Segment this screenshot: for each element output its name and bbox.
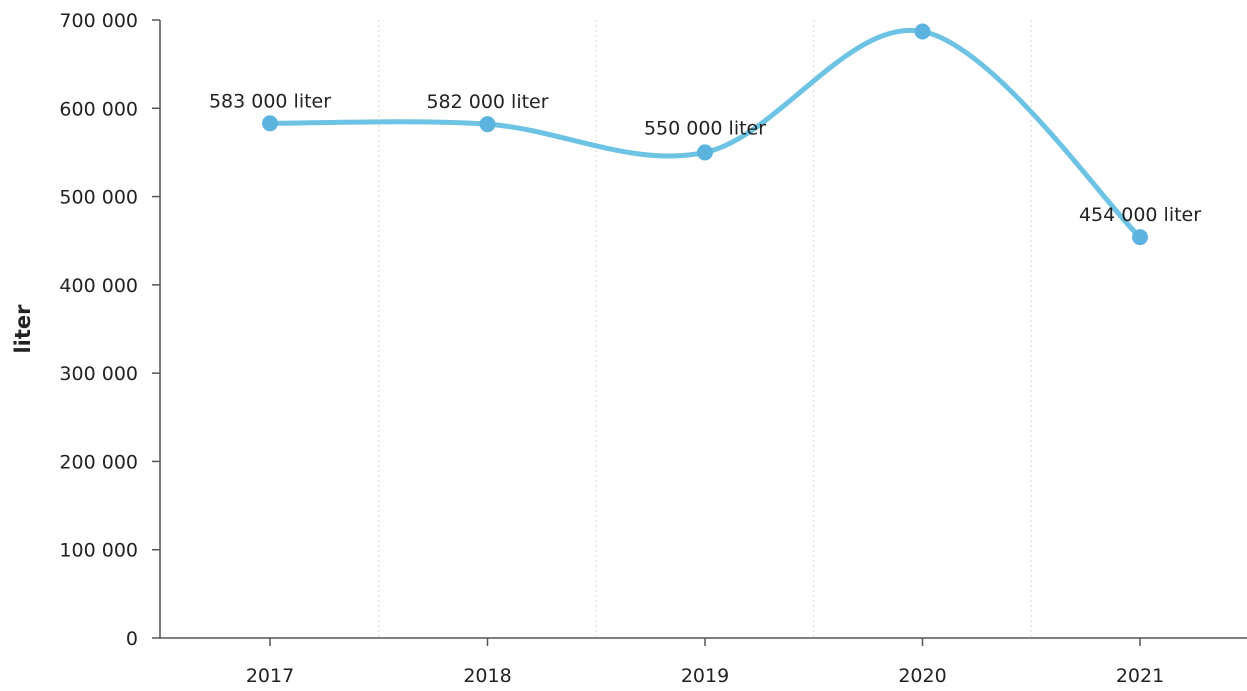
axes bbox=[159, 20, 1247, 639]
series-line bbox=[267, 27, 1143, 240]
data-label: 583 000 liter bbox=[209, 90, 331, 112]
x-axis-ticks: 2017 2018 2019 2020 2021 bbox=[246, 638, 1164, 687]
y-axis-ticks: 0 100 000 200 000 300 000 400 000 500 000 600 … bbox=[59, 10, 160, 650]
x-tick-label: 2019 bbox=[681, 665, 729, 687]
y-tick-label: 700 000 bbox=[59, 10, 138, 32]
data-labels: 583 000 liter 582 000 liter 550 000 liter 4… bbox=[209, 90, 1201, 226]
data-point[interactable] bbox=[479, 116, 496, 133]
y-tick-label: 0 bbox=[126, 628, 138, 650]
y-tick-label: 200 000 bbox=[59, 451, 138, 473]
y-tick-label: 100 000 bbox=[59, 540, 138, 562]
y-axis-title: liter bbox=[11, 304, 35, 354]
x-tick-label: 2021 bbox=[1116, 665, 1164, 687]
x-tick-label: 2017 bbox=[246, 665, 294, 687]
y-tick-label: 600 000 bbox=[59, 98, 138, 120]
data-point[interactable] bbox=[697, 144, 713, 161]
data-label: 582 000 liter bbox=[426, 91, 548, 113]
data-point[interactable] bbox=[914, 23, 931, 40]
y-tick-label: 400 000 bbox=[59, 275, 138, 297]
x-tick-label: 2020 bbox=[898, 665, 946, 687]
x-tick-label: 2018 bbox=[463, 665, 511, 687]
y-tick-label: 500 000 bbox=[59, 187, 138, 209]
series-group bbox=[262, 23, 1148, 246]
y-tick-label: 300 000 bbox=[59, 363, 138, 385]
data-label: 454 000 liter bbox=[1079, 204, 1201, 226]
data-point[interactable] bbox=[262, 115, 278, 132]
grid-lines bbox=[378, 20, 1032, 638]
data-point[interactable] bbox=[1132, 229, 1148, 246]
data-label: 550 000 liter bbox=[644, 117, 766, 139]
